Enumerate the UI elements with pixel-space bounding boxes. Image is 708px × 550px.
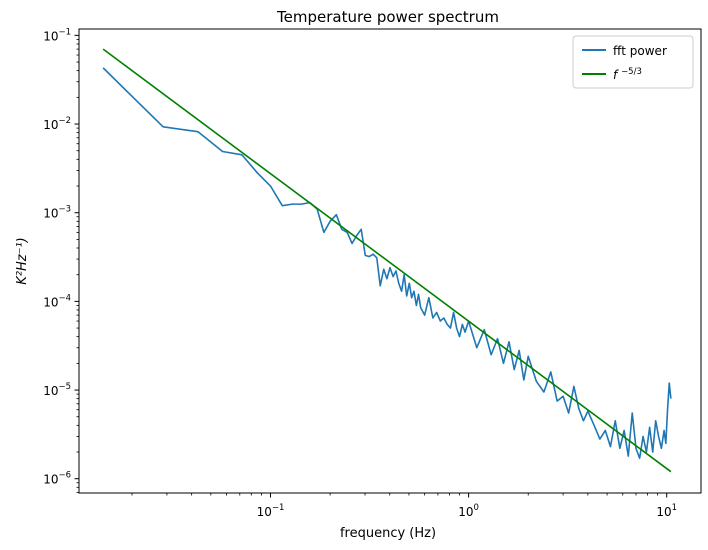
- y-tick-label-0-exp: −6: [58, 471, 71, 481]
- y-tick-label-3-base: 10: [43, 207, 58, 221]
- x-tick-label-1: 100: [458, 503, 479, 519]
- y-tick-label-3: 10−3: [43, 205, 71, 221]
- plot-area: [79, 29, 701, 493]
- y-tick-label-2-exp: −4: [58, 293, 71, 303]
- y-tick-label-2-base: 10: [43, 295, 58, 309]
- x-axis-label: frequency (Hz): [340, 526, 436, 541]
- y-tick-label-4-base: 10: [43, 118, 58, 132]
- series-layer: [102, 48, 672, 473]
- y-tick-label-5-exp: −1: [58, 27, 71, 37]
- y-tick-label-0-base: 10: [43, 473, 58, 487]
- x-tick-label-1-base: 10: [458, 505, 473, 519]
- y-tick-label-1: 10−5: [43, 382, 71, 398]
- plot-frame: [78, 28, 702, 494]
- y-tick-label-4-exp: −2: [58, 116, 71, 126]
- legend-power-law-base: f: [613, 68, 619, 82]
- x-tick-label-2-exp: 1: [672, 503, 677, 513]
- y-tick-label-5-base: 10: [43, 29, 58, 43]
- x-tick-label-1-exp: 0: [474, 503, 479, 513]
- y-tick-label-5: 10−1: [43, 27, 71, 43]
- x-tick-label-0-base: 10: [257, 505, 272, 519]
- series-line-0: [102, 67, 672, 460]
- y-tick-label-0: 10−6: [43, 471, 71, 487]
- legend: fft power f −5/3: [572, 35, 694, 89]
- y-tick-label-1-exp: −5: [58, 382, 71, 392]
- y-tick-label-3-exp: −3: [58, 205, 71, 215]
- series-line-1: [102, 48, 672, 473]
- x-tick-label-2-base: 10: [656, 505, 671, 519]
- legend-fft-label: fft power: [613, 44, 667, 58]
- y-axis-label-text: K²Hz⁻¹): [15, 237, 30, 284]
- y-tick-label-1-base: 10: [43, 384, 58, 398]
- x-tick-label-0-exp: −1: [272, 503, 285, 513]
- legend-power-law-label: f −5/3: [613, 67, 642, 82]
- y-axis-label: K²Hz⁻¹): [15, 237, 30, 284]
- x-tick-label-2: 101: [656, 503, 677, 519]
- y-tick-label-4: 10−2: [43, 116, 71, 132]
- x-tick-label-0: 10−1: [257, 503, 285, 519]
- legend-power-law-exp: −5/3: [621, 67, 642, 77]
- chart-title: Temperature power spectrum: [276, 8, 499, 26]
- y-tick-label-2: 10−4: [43, 293, 71, 309]
